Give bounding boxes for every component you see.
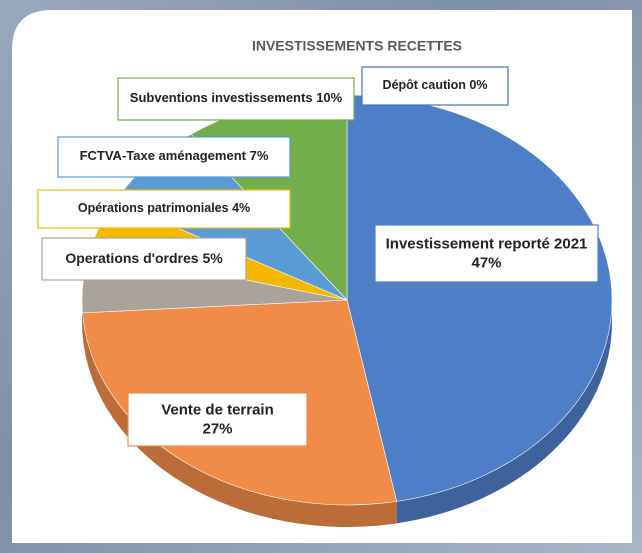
label-box	[361, 66, 509, 106]
category-name: Vente de terrain	[161, 401, 274, 418]
data-label: Operations d'ordres 5%	[65, 250, 223, 266]
data-label: Subventions investissements 10%	[130, 90, 343, 105]
chart-title: INVESTISSEMENTS RECETTES	[252, 38, 462, 54]
category-name: Dépôt caution	[383, 78, 466, 92]
value-label: 4%	[232, 201, 250, 215]
label-box	[374, 224, 599, 283]
category-name: Operations d'ordres	[65, 250, 198, 266]
value-label: 5%	[202, 250, 223, 266]
value-label: 0%	[469, 78, 487, 92]
label-box	[127, 392, 308, 447]
label-box	[41, 237, 247, 281]
data-label: Dépôt caution 0%	[383, 78, 488, 92]
data-label: FCTVA-Taxe aménagement 7%	[80, 148, 269, 163]
slice-side	[396, 300, 612, 524]
value-label: 27%	[202, 420, 232, 437]
data-label: Opérations patrimoniales 4%	[78, 201, 250, 215]
label-box	[57, 136, 291, 178]
value-label: 10%	[316, 90, 342, 105]
value-label: 47%	[471, 254, 501, 271]
slice-side	[82, 312, 397, 528]
category-name: Investissement reporté 2021	[386, 235, 588, 252]
label-box	[117, 77, 355, 121]
slice	[346, 94, 613, 502]
category-name: FCTVA-Taxe aménagement	[80, 148, 247, 163]
data-label: Vente de terrain 27%	[161, 401, 274, 437]
category-name: Subventions investissements	[130, 90, 313, 105]
data-label: Investissement reporté 2021 47%	[386, 235, 588, 271]
label-box	[37, 189, 291, 229]
value-label: 7%	[250, 148, 269, 163]
category-name: Opérations patrimoniales	[78, 201, 229, 215]
